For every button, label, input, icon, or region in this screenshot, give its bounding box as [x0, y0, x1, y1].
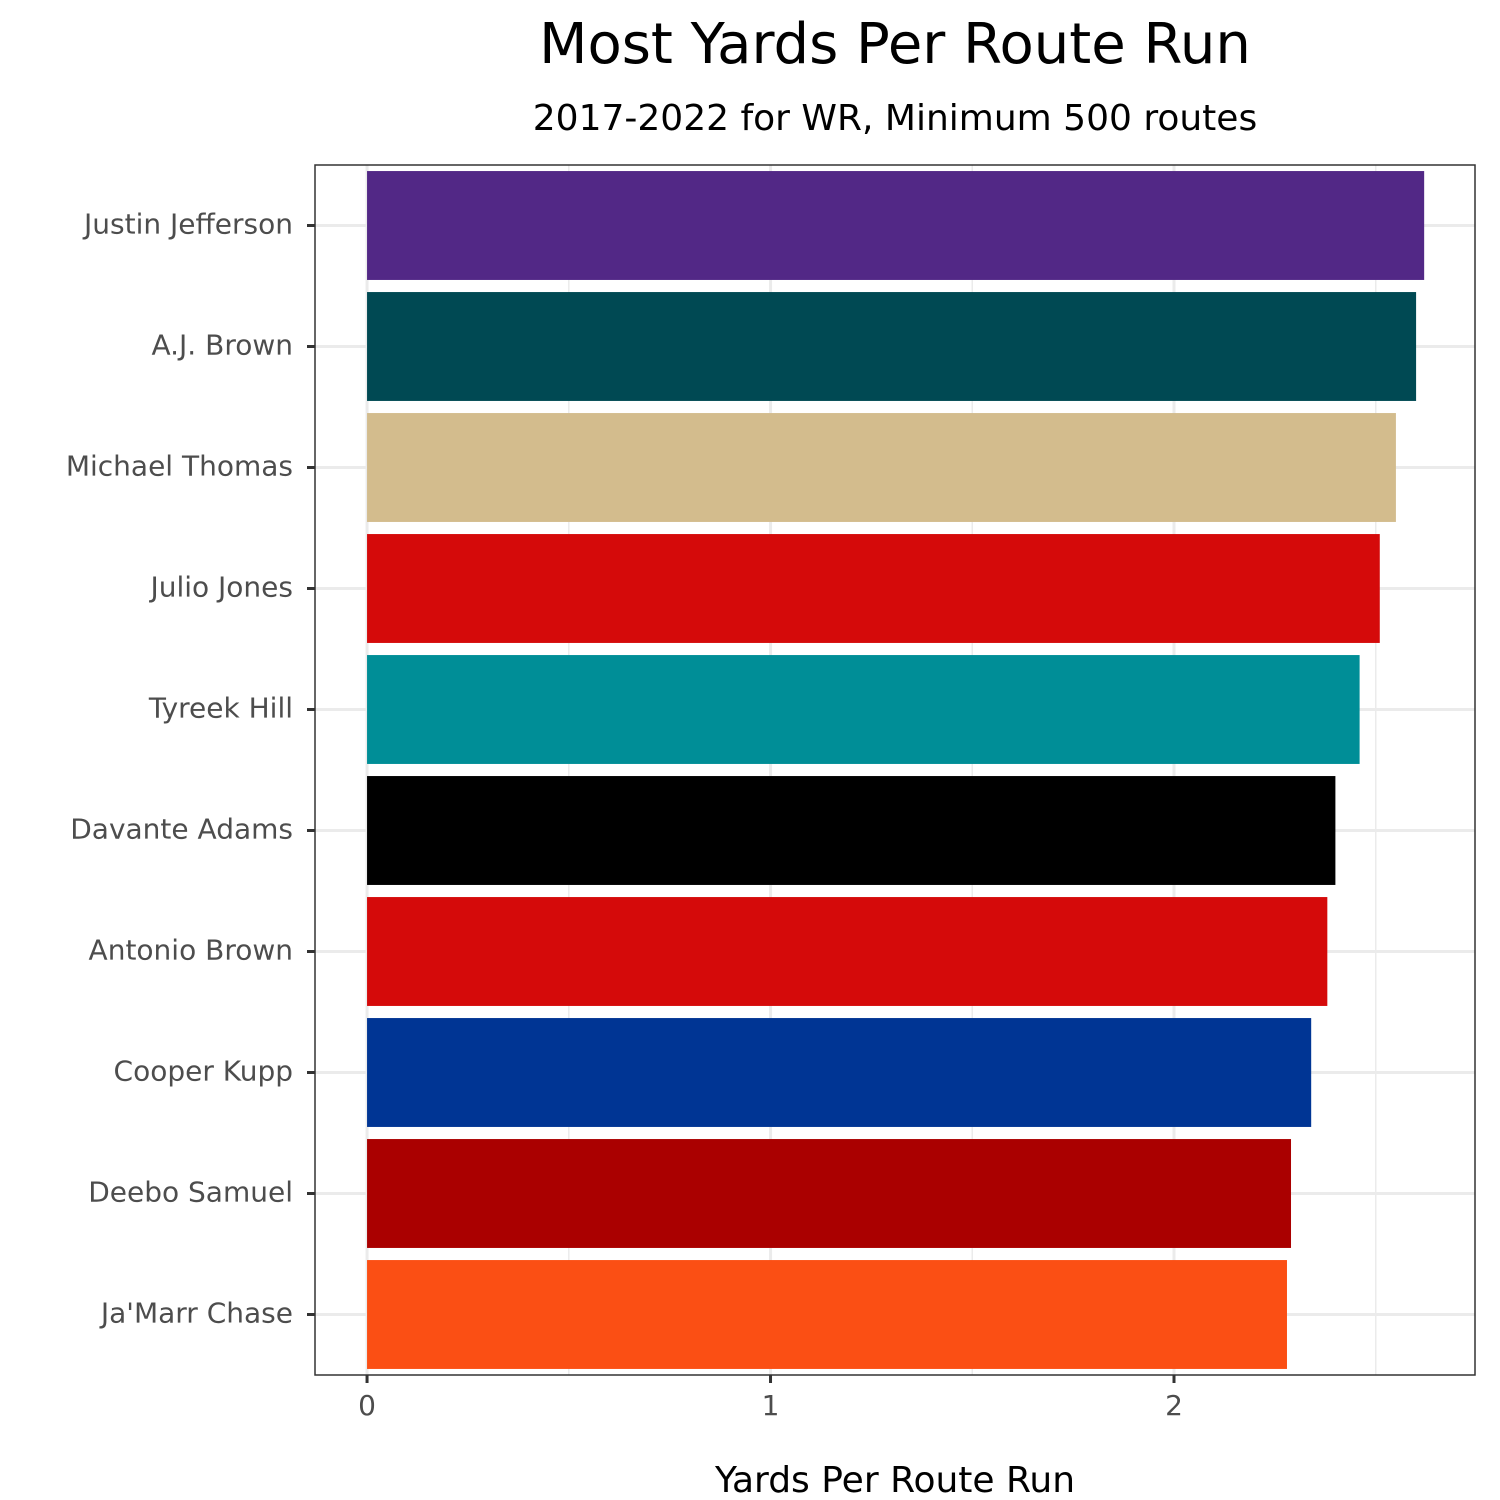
y-tick-label: Julio Jones	[148, 571, 293, 604]
bar	[367, 171, 1425, 280]
bar	[367, 1139, 1292, 1248]
x-tick-label: 1	[762, 1389, 780, 1422]
y-tick-label: Tyreek Hill	[148, 692, 293, 725]
x-tick-label: 2	[1165, 1389, 1183, 1422]
bar	[367, 655, 1360, 764]
chart-subtitle: 2017-2022 for WR, Minimum 500 routes	[533, 98, 1257, 139]
y-tick-label: Ja'Marr Chase	[99, 1297, 293, 1330]
bar	[367, 292, 1417, 401]
x-axis-label: Yards Per Route Run	[714, 1460, 1075, 1500]
bar	[367, 776, 1336, 885]
panel-border	[314, 164, 1476, 1376]
bar	[367, 1260, 1287, 1369]
y-tick-label: Michael Thomas	[66, 450, 293, 483]
bar	[367, 1018, 1312, 1127]
x-tick-label: 0	[358, 1389, 376, 1422]
y-tick-label: A.J. Brown	[151, 329, 293, 362]
y-tick-label: Justin Jefferson	[82, 208, 293, 241]
bar	[367, 897, 1328, 1006]
y-tick-label: Deebo Samuel	[88, 1176, 293, 1209]
y-tick-label: Davante Adams	[70, 813, 293, 846]
bar	[367, 534, 1380, 643]
y-tick-label: Cooper Kupp	[114, 1055, 293, 1088]
bar	[367, 413, 1396, 522]
y-tick-label: Antonio Brown	[89, 934, 293, 967]
chart-title: Most Yards Per Route Run	[539, 12, 1251, 77]
